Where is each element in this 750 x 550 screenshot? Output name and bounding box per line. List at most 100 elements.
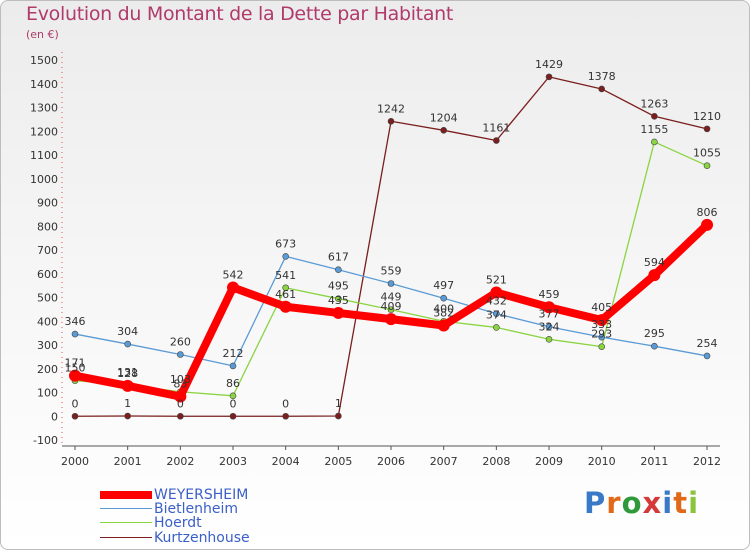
data-label: 1378 [588, 70, 616, 83]
data-label: 400 [433, 302, 454, 315]
data-point [282, 412, 289, 420]
data-point [121, 379, 134, 392]
y-tick-label: 1200 [30, 125, 58, 138]
data-label: 171 [65, 357, 86, 370]
data-label: 1 [335, 397, 342, 410]
data-label: 409 [381, 300, 402, 313]
data-label: 377 [539, 308, 560, 321]
y-tick-label: 500 [37, 292, 58, 305]
x-tick-label: 2009 [535, 455, 563, 468]
x-tick-label: 2002 [166, 455, 194, 468]
data-label: 374 [486, 308, 507, 321]
data-label: 333 [591, 318, 612, 331]
x-tick-label: 2004 [272, 455, 300, 468]
logo-letter: r [606, 486, 622, 520]
data-label: 1263 [640, 97, 668, 110]
data-point [545, 323, 553, 331]
data-point [229, 362, 237, 370]
data-label: 541 [275, 269, 296, 282]
data-label: 405 [591, 301, 612, 314]
data-label: 103 [170, 373, 191, 386]
data-label: 1242 [377, 102, 405, 115]
series-line-kurtzenhouse [74, 76, 708, 417]
logo-letter: o [621, 486, 643, 520]
data-label: 254 [697, 337, 718, 350]
y-tick-label: 1100 [30, 149, 58, 162]
data-point [440, 127, 447, 134]
data-label: 521 [486, 274, 507, 287]
data-label: 295 [644, 327, 665, 340]
data-point [545, 335, 553, 343]
data-label: 1204 [430, 111, 458, 124]
data-point [124, 340, 131, 348]
data-label: 1429 [535, 58, 563, 71]
data-point [387, 280, 395, 287]
data-label: 0 [282, 397, 289, 410]
data-point [437, 319, 450, 332]
data-point [703, 125, 711, 133]
legend-swatch [100, 491, 152, 499]
data-point [229, 412, 237, 420]
x-tick-label: 2008 [482, 455, 510, 468]
data-point [595, 314, 608, 327]
data-label: 0 [230, 397, 237, 410]
data-label: 0 [177, 397, 184, 410]
data-point [282, 253, 289, 260]
proxiti-logo: Proxiti [584, 486, 699, 520]
data-point [71, 412, 79, 420]
x-tick-label: 2006 [377, 455, 405, 468]
logo-letter: t [673, 486, 689, 520]
chart-subtitle: (en €) [26, 28, 59, 41]
logo-letter: x [642, 486, 663, 520]
data-label: 673 [275, 237, 296, 250]
data-point [598, 333, 606, 341]
data-point [651, 342, 658, 350]
data-point [651, 112, 658, 120]
data-point [387, 117, 395, 125]
data-label: 293 [591, 328, 612, 341]
data-point [701, 218, 714, 231]
x-tick-label: 2003 [219, 455, 247, 468]
data-point [174, 390, 187, 403]
data-point [545, 73, 553, 81]
x-tick-label: 2001 [114, 455, 142, 468]
legend-label: WEYERSHEIM [154, 487, 249, 503]
data-point [490, 286, 503, 299]
data-point [598, 343, 606, 350]
data-point [69, 369, 81, 382]
y-tick-label: 1000 [30, 173, 58, 186]
y-tick-label: 200 [37, 363, 58, 376]
y-tick-label: 1300 [30, 102, 58, 115]
data-label: 150 [65, 362, 86, 375]
data-label: 594 [644, 256, 665, 269]
legend-label: Hoerdt [154, 515, 202, 531]
data-label: 324 [539, 320, 560, 333]
data-point [229, 392, 237, 400]
data-point [651, 138, 658, 146]
data-label: 1 [124, 397, 131, 410]
data-label: 1210 [693, 110, 721, 123]
data-point [648, 269, 661, 282]
legend-swatch [100, 537, 152, 539]
data-label: 1055 [693, 147, 721, 160]
y-tick-label: 700 [37, 244, 58, 257]
data-label: 382 [433, 307, 454, 320]
data-label: 83 [173, 378, 187, 391]
data-point [703, 352, 711, 360]
y-tick-label: 600 [37, 268, 58, 281]
data-label: 617 [328, 251, 349, 264]
data-label: 559 [381, 264, 402, 277]
data-point [335, 295, 342, 302]
data-point [493, 324, 500, 331]
data-point [177, 351, 184, 358]
legend-swatch [100, 522, 152, 524]
y-tick-label: 0 [51, 410, 58, 423]
data-point [440, 294, 447, 302]
data-label: 542 [223, 269, 244, 282]
data-label: 432 [486, 295, 507, 308]
data-point [335, 412, 342, 420]
data-label: 1161 [482, 122, 510, 135]
data-point [493, 310, 500, 317]
